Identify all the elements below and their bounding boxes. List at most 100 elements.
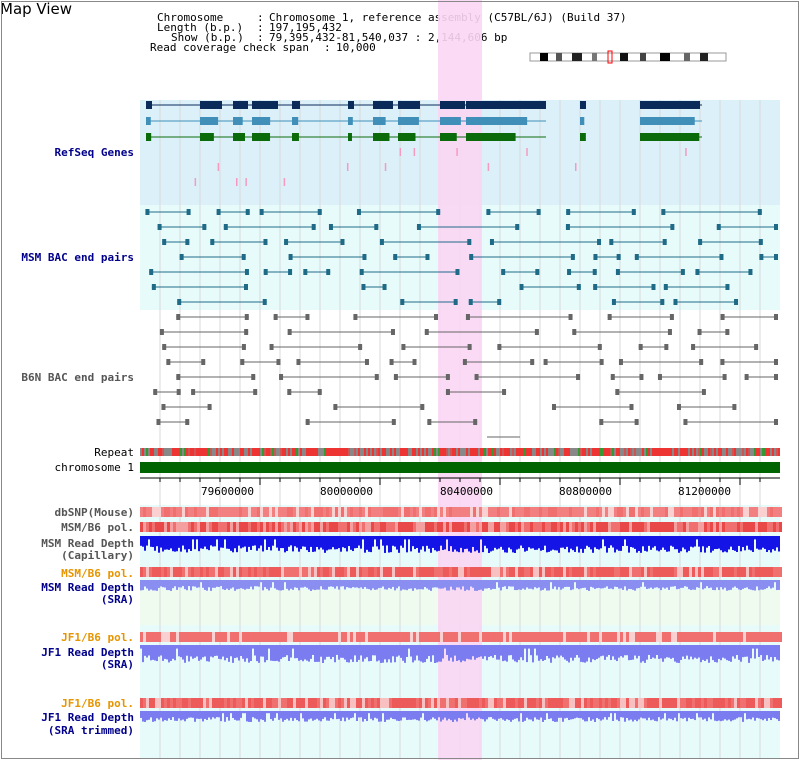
read-depth-bar <box>750 536 752 551</box>
repeat-segment <box>716 448 718 456</box>
repeat-segment <box>304 448 306 456</box>
read-depth-bar <box>458 580 460 588</box>
msm-bac-end <box>680 269 685 275</box>
polymorphism-strip-cell <box>764 632 767 642</box>
read-depth-bar <box>294 711 296 719</box>
read-depth-bar <box>406 645 408 658</box>
read-depth-bar <box>418 580 420 590</box>
b6n-bac-end <box>534 329 539 335</box>
polymorphism-strip-cell <box>419 632 422 642</box>
polymorphism-strip-cell <box>158 507 161 517</box>
read-depth-bar <box>568 580 570 587</box>
msm-bac-end <box>734 299 739 305</box>
read-depth-bar <box>506 711 508 720</box>
read-depth-bar <box>578 580 580 590</box>
read-depth-bar <box>172 580 174 589</box>
read-depth-bar <box>724 711 726 720</box>
polymorphism-strip-cell <box>248 507 251 517</box>
read-depth-bar <box>168 580 170 591</box>
read-depth-bar <box>276 645 278 661</box>
read-depth-bar <box>396 645 398 657</box>
polymorphism-strip-cell <box>503 698 506 708</box>
polymorphism-strip-cell <box>389 522 392 532</box>
read-depth-bar <box>316 536 318 548</box>
read-depth-bar <box>170 580 172 591</box>
msm-depth-capillary-label-1: MSM Read Depth <box>41 537 134 550</box>
read-depth-bar <box>218 711 220 718</box>
polymorphism-strip-cell <box>779 632 782 642</box>
polymorphism-strip-cell <box>320 632 323 642</box>
repeat-segment <box>162 448 164 456</box>
read-depth-bar <box>750 580 752 590</box>
polymorphism-strip-cell <box>761 522 764 532</box>
repeat-segment <box>272 448 274 456</box>
read-depth-bar <box>242 536 244 548</box>
polymorphism-strip-cell <box>407 632 410 642</box>
polymorphism-strip-cell <box>518 507 521 517</box>
polymorphism-strip-cell <box>485 698 488 708</box>
read-depth-bar <box>620 645 622 657</box>
read-depth-bar <box>436 580 438 588</box>
polymorphism-strip-cell <box>152 507 155 517</box>
read-depth-bar <box>252 711 254 718</box>
read-depth-bar <box>430 580 432 591</box>
polymorphism-strip-cell <box>653 567 656 577</box>
chromosome-label: Chromosome <box>157 11 224 24</box>
polymorphism-strip-cell <box>194 698 197 708</box>
read-depth-bar <box>304 711 306 722</box>
read-depth-bar <box>256 580 258 587</box>
repeat-segment <box>696 448 698 456</box>
polymorphism-strip-cell <box>266 507 269 517</box>
polymorphism-strip-cell <box>575 507 578 517</box>
read-depth-bar <box>156 711 158 719</box>
polymorphism-strip-cell <box>596 507 599 517</box>
polymorphism-strip-cell <box>281 698 284 708</box>
read-depth-bar <box>320 711 322 722</box>
msm-bac-end <box>698 239 703 245</box>
polymorphism-strip-cell <box>239 567 242 577</box>
read-depth-bar <box>542 536 544 551</box>
msm-bac-end <box>284 239 289 245</box>
read-depth-bar <box>428 536 430 549</box>
polymorphism-strip-cell <box>680 698 683 708</box>
read-depth-bar <box>162 645 164 661</box>
read-depth-bar <box>160 711 162 718</box>
read-depth-bar <box>734 536 736 551</box>
repeat-segment <box>458 448 460 456</box>
polymorphism-strip-cell <box>359 567 362 577</box>
read-depth-bar <box>560 580 562 590</box>
read-depth-bar <box>744 711 746 714</box>
repeat-segment <box>602 448 604 456</box>
repeat-segment <box>214 448 216 456</box>
polymorphism-strip-cell <box>407 698 410 708</box>
repeat-segment <box>342 448 344 456</box>
polymorphism-strip-cell <box>545 567 548 577</box>
ideogram-position-marker <box>607 50 613 64</box>
polymorphism-strip-cell <box>464 698 467 708</box>
polymorphism-strip-cell <box>767 522 770 532</box>
read-depth-bar <box>398 711 400 722</box>
repeat-segment <box>572 448 574 456</box>
polymorphism-strip-cell <box>401 698 404 708</box>
repeat-segment <box>194 448 196 456</box>
polymorphism-strip-cell <box>413 698 416 708</box>
read-depth-bar <box>322 711 324 719</box>
read-depth-bar <box>762 580 764 590</box>
polymorphism-strip-cell <box>179 567 182 577</box>
polymorphism-strip-cell <box>536 522 539 532</box>
repeat-segment <box>510 448 512 456</box>
read-depth-bar <box>480 711 482 719</box>
read-depth-bar <box>478 536 480 553</box>
read-depth-bar <box>694 711 696 721</box>
repeat-segment <box>492 448 494 456</box>
repeat-segment <box>746 448 748 456</box>
polymorphism-strip-cell <box>368 698 371 708</box>
polymorphism-strip-cell <box>608 698 611 708</box>
repeat-segment <box>494 448 496 456</box>
polymorphism-strip-cell <box>161 507 164 517</box>
polymorphism-strip-cell <box>722 632 725 642</box>
msm-bac-end <box>151 284 156 290</box>
polymorphism-strip-cell <box>629 698 632 708</box>
polymorphism-strip-cell <box>704 507 707 517</box>
